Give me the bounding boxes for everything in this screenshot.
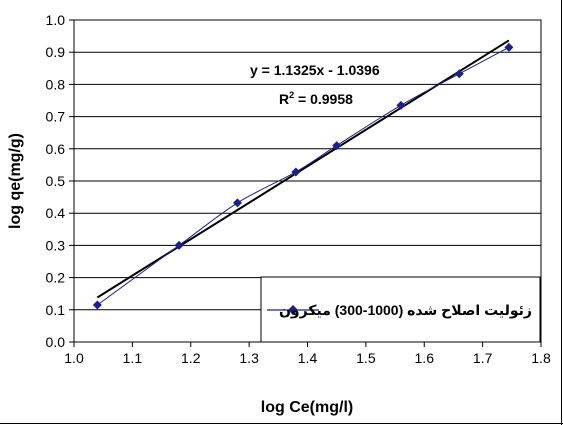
y-tick-label: 0.5: [46, 173, 66, 189]
data-point: [291, 167, 301, 177]
data-point: [232, 198, 242, 208]
trendline-equation: y = 1.1325x - 1.0396: [250, 62, 380, 78]
x-tick-label: 1.4: [298, 350, 318, 366]
x-axis-ticks: 1.0 1.1 1.2 1.3 1.4 1.5 1.6 1.7 1.8: [64, 342, 551, 366]
x-tick-label: 1.5: [356, 350, 376, 366]
data-point: [174, 240, 184, 250]
x-axis-label: log Ce(mg/l): [261, 399, 353, 416]
y-tick-label: 0.0: [46, 334, 66, 350]
x-tick-label: 1.8: [531, 350, 551, 366]
legend-series-label: زئولیت اصلاح شده (1000-300) میکرون: [279, 302, 532, 319]
data-point: [332, 141, 342, 151]
y-tick-label: 0.2: [46, 270, 66, 286]
r-squared-symbol: R: [279, 91, 289, 107]
y-tick-label: 0.9: [46, 44, 66, 60]
y-tick-label: 0.8: [46, 76, 66, 92]
y-tick-label: 0.3: [46, 237, 66, 253]
r-squared-value: = 0.9958: [294, 91, 353, 107]
y-tick-label: 0.6: [46, 141, 66, 157]
y-axis-label: log qe(mg/g): [7, 133, 24, 229]
y-tick-label: 1.0: [46, 12, 66, 28]
legend: زئولیت اصلاح شده (1000-300) میکرون: [260, 276, 541, 343]
series-layer: [92, 39, 514, 310]
data-point: [454, 69, 464, 79]
x-tick-label: 1.1: [123, 350, 143, 366]
x-tick-label: 1.0: [64, 350, 84, 366]
x-tick-label: 1.6: [415, 350, 435, 366]
data-point: [504, 42, 514, 52]
x-tick-label: 1.2: [181, 350, 201, 366]
r-squared-label: R2 = 0.9958: [279, 90, 353, 107]
x-tick-label: 1.3: [239, 350, 259, 366]
y-tick-label: 0.1: [46, 302, 66, 318]
r-squared-superscript: 2: [289, 90, 294, 100]
y-tick-label: 0.4: [46, 205, 66, 221]
data-point: [396, 100, 406, 110]
y-tick-label: 0.7: [46, 109, 66, 125]
x-tick-label: 1.7: [473, 350, 493, 366]
y-axis-ticks: 0.0 0.1 0.2 0.3 0.4 0.5 0.6 0.7 0.8 0.9 1.0: [46, 12, 74, 350]
data-point: [92, 300, 102, 310]
legend-series-marker: [288, 305, 298, 315]
